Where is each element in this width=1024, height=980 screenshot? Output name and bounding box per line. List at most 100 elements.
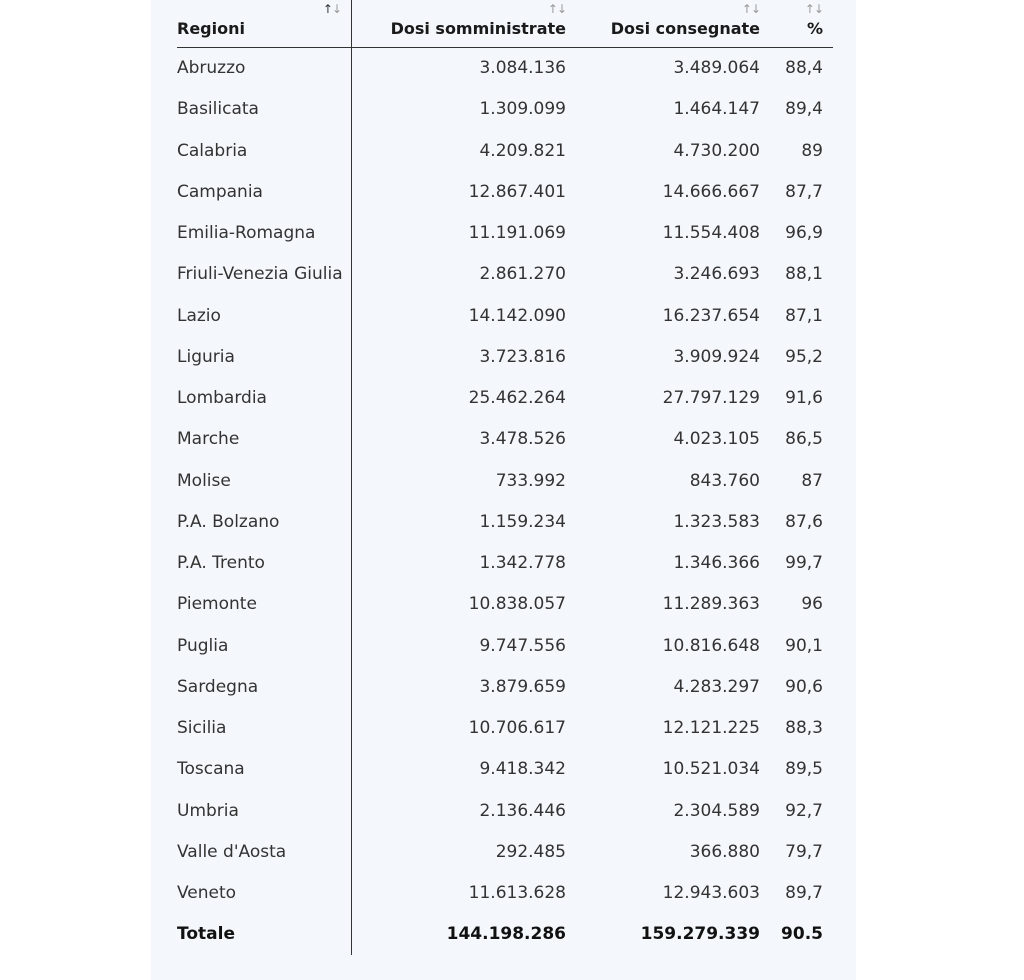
column-divider	[351, 0, 352, 955]
administered-cell: 3.478.526	[479, 429, 566, 450]
table-row: Friuli-Venezia Giulia 2.861.270 3.246.693 8…	[177, 254, 833, 295]
delivered-cell: 10.521.034	[662, 759, 760, 780]
table-row: Marche 3.478.526 4.023.105 86,5	[177, 419, 833, 460]
table-row: Veneto 11.613.628 12.943.603 89,7	[177, 873, 833, 914]
region-cell: Abruzzo	[177, 58, 246, 78]
sort-arrows-icon[interactable]: ↑↓	[322, 2, 342, 16]
delivered-cell: 12.943.603	[662, 883, 760, 903]
header-dosi-somministrate[interactable]: Dosi somministrate ↑↓	[352, 0, 567, 47]
table-panel	[151, 0, 856, 980]
administered-cell: 25.462.264	[468, 388, 566, 408]
percent-cell: 90,6	[785, 676, 823, 697]
percent-cell: 87,1	[785, 305, 823, 326]
table-row: Abruzzo 3.084.136 3.489.064 88,4	[177, 48, 833, 89]
administered-cell: 3.084.136	[479, 58, 566, 78]
administered-cell: 2.861.270	[479, 264, 566, 285]
delivered-cell: 843.760	[689, 470, 760, 491]
table-row: Sicilia 10.706.617 12.121.225 88,3	[177, 708, 833, 749]
region-cell: Umbria	[177, 800, 239, 821]
administered-cell: 144.198.286	[446, 924, 566, 945]
percent-cell: 89,5	[785, 759, 823, 780]
delivered-cell: 3.909.924	[673, 346, 760, 367]
header-percent[interactable]: % ↑↓	[760, 0, 824, 47]
table-row: Piemonte 10.838.057 11.289.363 96	[177, 584, 833, 625]
administered-cell: 3.723.816	[479, 346, 566, 367]
region-cell: Puglia	[177, 635, 229, 656]
header-dosi-consegnate[interactable]: Dosi consegnate ↑↓	[566, 0, 761, 47]
delivered-cell: 16.237.654	[662, 305, 760, 326]
header-regioni[interactable]: Regioni ↑↓	[177, 0, 351, 47]
percent-cell: 79,7	[785, 841, 823, 862]
region-cell: Veneto	[177, 883, 237, 903]
region-cell: P.A. Bolzano	[177, 511, 280, 532]
delivered-cell: 159.279.339	[640, 924, 760, 945]
table-row: Lombardia 25.462.264 27.797.129 91,6	[177, 378, 833, 419]
region-cell: Valle d'Aosta	[177, 841, 287, 862]
delivered-cell: 1.464.147	[673, 99, 760, 120]
percent-cell: 89,4	[785, 99, 823, 120]
delivered-cell: 4.283.297	[673, 676, 760, 697]
delivered-cell: 14.666.667	[662, 181, 760, 202]
administered-cell: 1.342.778	[479, 553, 566, 573]
table-row: Puglia 9.747.556 10.816.648 90,1	[177, 626, 833, 667]
header-administered-label: Dosi somministrate	[390, 19, 566, 38]
sort-arrows-icon[interactable]: ↑↓	[804, 2, 824, 16]
administered-cell: 9.418.342	[479, 759, 566, 780]
region-cell: Calabria	[177, 140, 248, 161]
administered-cell: 4.209.821	[479, 140, 566, 161]
administered-cell: 292.485	[495, 841, 566, 862]
header-delivered-label: Dosi consegnate	[610, 19, 760, 38]
delivered-cell: 2.304.589	[673, 800, 760, 821]
region-cell: Totale	[177, 924, 235, 945]
region-cell: P.A. Trento	[177, 553, 265, 573]
delivered-cell: 3.246.693	[673, 264, 760, 285]
table-row: Lazio 14.142.090 16.237.654 87,1	[177, 296, 833, 337]
delivered-cell: 366.880	[689, 841, 760, 862]
delivered-cell: 4.023.105	[673, 429, 760, 450]
table-row: Liguria 3.723.816 3.909.924 95,2	[177, 337, 833, 378]
percent-cell: 90,1	[785, 635, 823, 656]
delivered-cell: 1.346.366	[673, 553, 760, 573]
delivered-cell: 27.797.129	[662, 388, 760, 408]
region-cell: Friuli-Venezia Giulia	[177, 264, 343, 285]
delivered-cell: 1.323.583	[673, 511, 760, 532]
percent-cell: 88,1	[785, 264, 823, 285]
percent-cell: 90.5	[781, 924, 823, 945]
table-row: Calabria 4.209.821 4.730.200 89	[177, 131, 833, 172]
percent-cell: 87,7	[785, 181, 823, 202]
header-percent-label: %	[806, 19, 823, 38]
percent-cell: 91,6	[785, 388, 823, 408]
sort-arrows-icon[interactable]: ↑↓	[741, 2, 761, 16]
region-cell: Molise	[177, 470, 231, 491]
percent-cell: 95,2	[785, 346, 823, 367]
percent-cell: 96,9	[785, 223, 823, 243]
percent-cell: 86,5	[785, 429, 823, 450]
administered-cell: 14.142.090	[468, 305, 566, 326]
delivered-cell: 11.289.363	[662, 594, 760, 615]
region-cell: Lombardia	[177, 388, 267, 408]
table-row: Basilicata 1.309.099 1.464.147 89,4	[177, 89, 833, 130]
administered-cell: 1.309.099	[479, 99, 566, 120]
percent-cell: 89	[801, 140, 823, 161]
administered-cell: 1.159.234	[479, 511, 566, 532]
region-cell: Emilia-Romagna	[177, 223, 316, 243]
region-cell: Lazio	[177, 305, 221, 326]
table-row: Sardegna 3.879.659 4.283.297 90,6	[177, 667, 833, 708]
table-total-row: Totale 144.198.286 159.279.339 90.5	[177, 914, 833, 955]
administered-cell: 9.747.556	[479, 635, 566, 656]
delivered-cell: 10.816.648	[662, 635, 760, 656]
delivered-cell: 4.730.200	[673, 140, 760, 161]
percent-cell: 87,6	[785, 511, 823, 532]
administered-cell: 10.706.617	[468, 718, 566, 738]
table-row: Emilia-Romagna 11.191.069 11.554.408 96,9	[177, 213, 833, 254]
table-row: Campania 12.867.401 14.666.667 87,7	[177, 172, 833, 213]
table-row: P.A. Trento 1.342.778 1.346.366 99,7	[177, 543, 833, 584]
administered-cell: 12.867.401	[468, 181, 566, 202]
header-regioni-label: Regioni	[177, 19, 245, 38]
region-cell: Toscana	[177, 759, 245, 780]
sort-arrows-icon[interactable]: ↑↓	[547, 2, 567, 16]
administered-cell: 11.191.069	[468, 223, 566, 243]
percent-cell: 96	[801, 594, 823, 615]
percent-cell: 88,4	[785, 58, 823, 78]
percent-cell: 92,7	[785, 800, 823, 821]
